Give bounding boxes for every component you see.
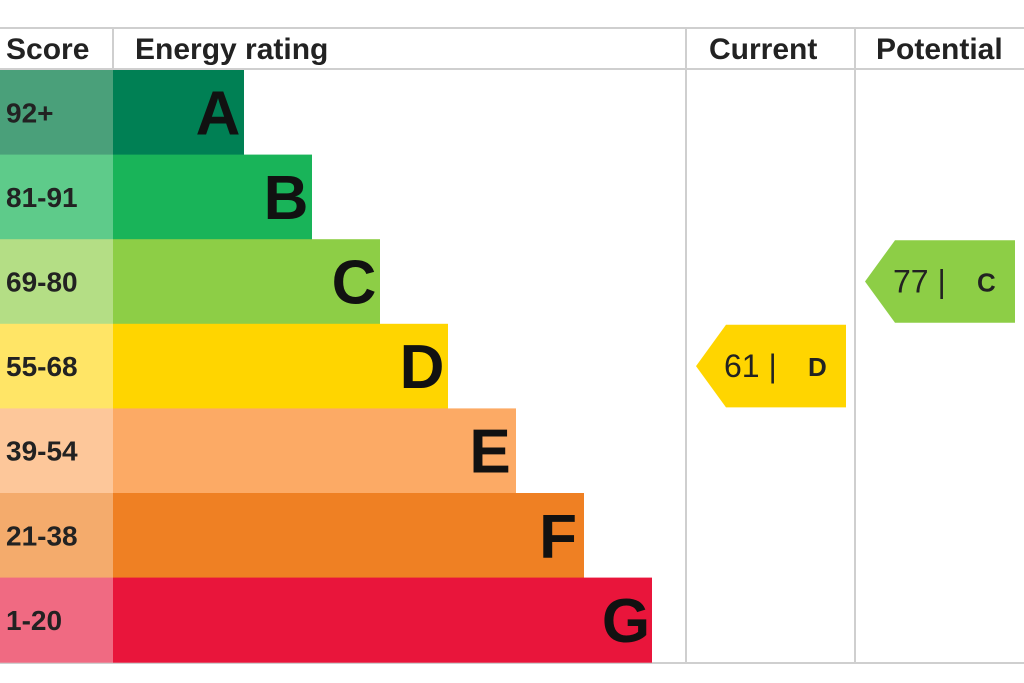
band-letter-d: D: [400, 333, 445, 402]
grid-lines: [0, 27, 1024, 664]
score-cell-g: [0, 577, 113, 663]
score-label-f: 21-38: [6, 520, 78, 551]
potential-rating-value: 77 |: [893, 264, 946, 300]
band-bar-b: [113, 154, 312, 240]
energy-rating-header: Energy rating: [135, 33, 328, 66]
score-label-a: 92+: [6, 97, 54, 128]
band-bar-c: [113, 239, 380, 325]
potential-rating-arrow: [865, 240, 1015, 323]
score-label-b: 81-91: [6, 182, 78, 213]
band-bar-d: [113, 323, 448, 409]
potential-rating-letter: C: [977, 268, 996, 298]
score-cell-f: [0, 493, 113, 579]
header-row: Score Energy rating Current Potential: [6, 33, 1003, 66]
band-bar-f: [113, 493, 584, 579]
current-rating-arrow: [696, 324, 846, 408]
band-letter-e: E: [469, 418, 510, 487]
score-cell-b: [0, 154, 113, 240]
current-header: Current: [709, 33, 817, 66]
score-cell-a: [0, 70, 113, 156]
band-letter-a: A: [196, 79, 241, 148]
rating-bands: 92+ A 81-91 B 69-80 C 55-68 D 39-54 E 21-38 F 1-20 G: [0, 70, 652, 663]
band-bar-g: [113, 577, 652, 663]
score-header: Score: [6, 33, 89, 66]
band-letter-f: F: [539, 502, 577, 571]
band-letter-g: G: [602, 587, 650, 656]
score-label-c: 69-80: [6, 267, 78, 298]
band-bar-e: [113, 408, 516, 494]
rating-indicators: 61 | D 77 | C: [696, 240, 1015, 408]
score-cell-e: [0, 408, 113, 494]
current-rating-value: 61 |: [724, 348, 777, 384]
band-bar-a: [113, 70, 244, 156]
score-label-e: 39-54: [6, 436, 78, 467]
score-label-d: 55-68: [6, 351, 78, 382]
score-label-g: 1-20: [6, 605, 62, 636]
band-letter-c: C: [332, 249, 377, 318]
potential-header: Potential: [876, 33, 1003, 66]
score-cell-d: [0, 323, 113, 409]
current-rating-letter: D: [808, 352, 827, 382]
score-cell-c: [0, 239, 113, 325]
band-letter-b: B: [264, 164, 309, 233]
